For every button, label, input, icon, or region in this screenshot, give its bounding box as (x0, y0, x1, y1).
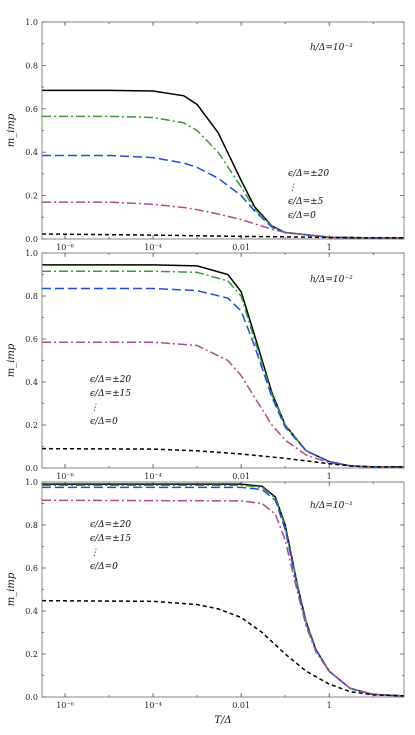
plot-frame (41, 252, 405, 469)
y-tick-label: 0.2 (25, 421, 38, 430)
series-line-5 (41, 599, 405, 697)
legend-entry: ϵ/Δ=±15 (90, 534, 131, 544)
legend-entry: ⋮ (90, 548, 99, 558)
y-axis-label: m_imp (6, 572, 17, 606)
legend-entry: ϵ/Δ=±5 (288, 197, 324, 207)
plot-frame (41, 481, 405, 698)
x-tick-label: 1 (327, 243, 332, 252)
legend-entry: ⋮ (90, 403, 99, 413)
series-line-1 (42, 264, 404, 468)
panel-bottom: 0.0 0.2 0.4 0.6 0.8 1.0 10⁻⁶ 10⁻⁴ 0.01 1 h/Δ=10⁻¹ ϵ… (6, 478, 405, 726)
legend-entry: ϵ/Δ=±15 (90, 389, 131, 399)
x-tick-label: 1 (327, 472, 332, 481)
series-line-1 (42, 483, 405, 697)
plot-frame (41, 21, 405, 240)
annotation-h: h/Δ=10⁻³ (310, 43, 353, 53)
x-tick-label: 10⁻⁶ (56, 701, 74, 710)
y-tick-label: 0.4 (25, 148, 38, 157)
panel-top: 0.0 0.2 0.4 0.6 0.8 1.0 10⁻⁶ 10⁻⁴ 0.01 1 h/Δ=10⁻³ ϵ… (6, 18, 405, 252)
y-tick-label: 0.0 (25, 235, 38, 244)
legend-entry: ϵ/Δ=±20 (90, 520, 131, 530)
x-tick-label: 0.01 (232, 701, 250, 710)
y-tick-label: 0.8 (25, 292, 38, 301)
y-tick-label: 0.6 (25, 564, 38, 573)
series-line-2 (42, 115, 404, 239)
annotation-h: h/Δ=10⁻¹ (310, 501, 353, 511)
legend-entry: ϵ/Δ=0 (90, 562, 118, 572)
legend-entry: ϵ/Δ=±20 (90, 375, 131, 385)
legend-entry: ϵ/Δ=±20 (288, 169, 329, 179)
legend-entry: ϵ/Δ=0 (90, 417, 118, 427)
x-tick-label: 10⁻⁶ (56, 472, 74, 481)
legend-entry: ⋮ (288, 183, 297, 193)
panel-middle: 0.0 0.2 0.4 0.6 0.8 1.0 10⁻⁶ 10⁻⁴ 0.01 1 h/Δ=10⁻² ϵ… (6, 249, 405, 481)
y-tick-label: 0.0 (25, 693, 38, 702)
x-tick-label: 10⁻⁴ (144, 243, 162, 252)
y-axis-label: m_imp (6, 343, 17, 377)
y-tick-label: 0.6 (25, 335, 38, 344)
y-tick-label: 0.4 (25, 607, 38, 616)
series-line-4 (41, 499, 405, 697)
series-line-3 (42, 486, 405, 697)
series-line-2 (42, 484, 405, 697)
y-tick-label: 0.6 (25, 105, 38, 114)
series-line-4 (42, 201, 404, 239)
y-tick-label: 0.2 (25, 650, 38, 659)
x-tick-label: 10⁻⁴ (144, 472, 162, 481)
y-axis-label: m_imp (6, 113, 17, 147)
x-tick-label: 0.01 (232, 472, 250, 481)
annotation-h: h/Δ=10⁻² (310, 275, 353, 285)
legend-entry: ϵ/Δ=0 (288, 211, 316, 221)
y-tick-label: 0.8 (25, 61, 38, 70)
series-line-2 (42, 270, 404, 468)
x-tick-label: 0.01 (232, 243, 250, 252)
series-line-5 (41, 233, 404, 239)
x-tick-label: 10⁻⁴ (144, 701, 162, 710)
y-tick-label: 1.0 (25, 478, 38, 487)
y-tick-label: 0.0 (25, 464, 38, 473)
y-tick-label: 1.0 (25, 249, 38, 258)
y-tick-label: 1.0 (25, 18, 38, 27)
x-tick-label: 1 (327, 701, 332, 710)
y-tick-label: 0.4 (25, 378, 38, 387)
x-axis-label: T/Δ (214, 715, 231, 726)
y-tick-label: 0.8 (25, 521, 38, 530)
x-tick-label: 10⁻⁶ (56, 243, 74, 252)
series-line-3 (42, 154, 404, 239)
series-line-5 (41, 447, 404, 468)
y-tick-label: 0.2 (25, 192, 38, 201)
